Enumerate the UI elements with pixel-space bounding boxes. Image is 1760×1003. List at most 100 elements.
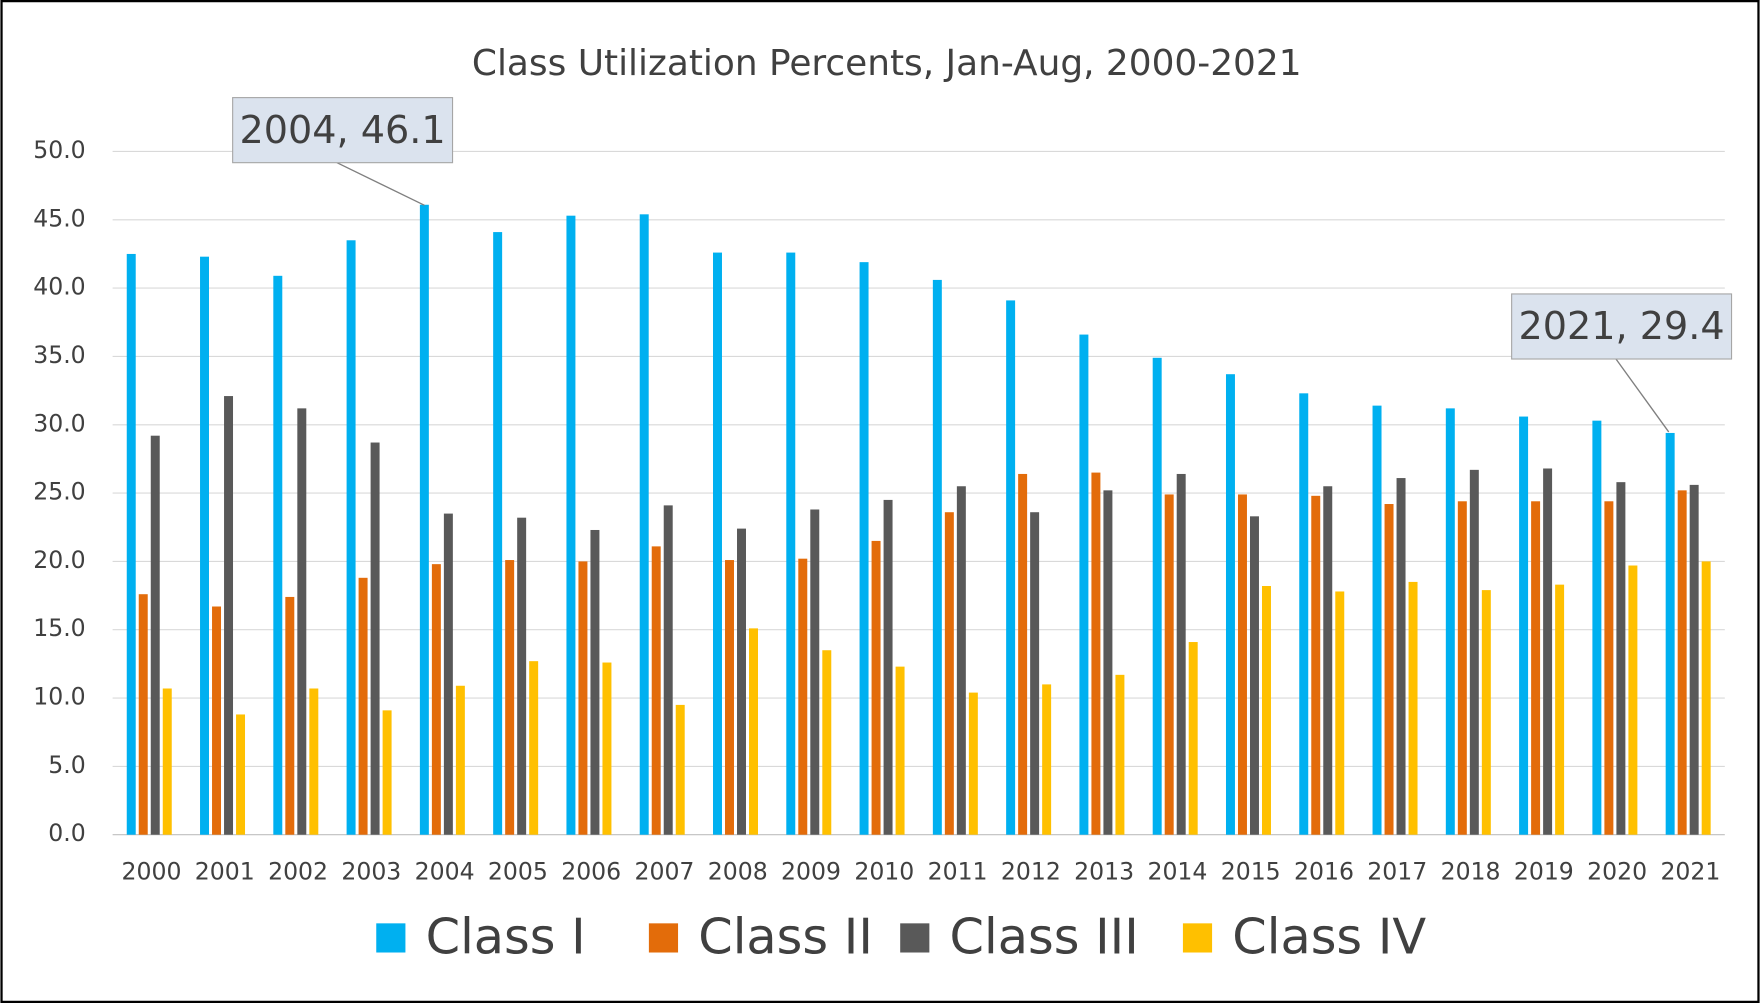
bar [1018, 473, 1028, 835]
bar [566, 215, 576, 835]
bar [1225, 374, 1235, 835]
bar [517, 517, 527, 835]
bar [358, 577, 368, 835]
bar [1249, 516, 1259, 835]
callout-label: 2004, 46.1 [240, 108, 446, 152]
bar [1519, 416, 1529, 835]
legend-label: Class III [950, 908, 1139, 966]
bar [236, 714, 246, 835]
bar [798, 558, 808, 835]
x-tick-label: 2013 [1074, 857, 1134, 885]
x-tick-label: 2012 [1001, 857, 1061, 885]
x-tick-label: 2007 [634, 857, 694, 885]
y-tick-label: 40.0 [33, 273, 85, 301]
bar [1689, 484, 1699, 835]
bar [737, 528, 746, 835]
bar [212, 606, 222, 835]
bar [578, 561, 588, 835]
legend-label: Class II [698, 908, 873, 966]
x-tick-label: 2010 [854, 857, 914, 885]
bar [956, 486, 966, 835]
bar [859, 262, 869, 835]
bar [273, 275, 283, 835]
legend-swatch [900, 923, 930, 953]
bar [285, 596, 295, 835]
bar [1164, 494, 1174, 835]
bar [1592, 420, 1602, 835]
bar [639, 214, 649, 835]
bar [590, 529, 600, 835]
bar [150, 435, 160, 835]
bar [297, 408, 307, 835]
bar [1152, 357, 1162, 835]
bar [1299, 393, 1309, 835]
callout-box [232, 97, 454, 164]
bar [1030, 512, 1040, 835]
bar [1469, 469, 1479, 835]
bar [1701, 561, 1711, 835]
y-tick-label: 30.0 [33, 409, 85, 437]
bar [944, 512, 954, 835]
bar [602, 662, 612, 835]
bar [382, 710, 392, 835]
bar [1188, 642, 1198, 835]
bar [1543, 468, 1553, 835]
x-tick-label: 2016 [1294, 857, 1354, 885]
bar [1384, 504, 1394, 835]
bar [505, 560, 515, 835]
bar [126, 253, 136, 835]
callout-leader [336, 162, 425, 206]
bar [138, 594, 148, 835]
x-tick-label: 2020 [1587, 857, 1647, 885]
bar [895, 666, 905, 835]
legend-label: Class I [426, 908, 586, 966]
legend-label: Class IV [1232, 908, 1426, 966]
x-tick-label: 2006 [561, 857, 621, 885]
bar [1115, 674, 1125, 835]
chart-title: Class Utilization Percents, Jan-Aug, 200… [472, 43, 1302, 84]
legend-swatch [376, 923, 406, 953]
bar [1042, 684, 1052, 835]
y-tick-label: 5.0 [48, 751, 85, 779]
x-tick-label: 2001 [195, 857, 255, 885]
bar [725, 560, 734, 835]
y-tick-label: 10.0 [33, 683, 85, 711]
bar [1261, 586, 1271, 835]
x-tick-label: 2018 [1441, 857, 1501, 885]
bar [346, 240, 356, 835]
bar [1396, 478, 1406, 835]
bar [1006, 300, 1016, 835]
bar [1091, 472, 1101, 835]
x-tick-label: 2014 [1147, 857, 1207, 885]
bar [493, 232, 503, 835]
bar [1628, 565, 1638, 835]
y-tick-label: 20.0 [33, 546, 85, 574]
bar [1372, 405, 1382, 835]
x-tick-label: 2000 [122, 857, 182, 885]
y-tick-label: 15.0 [33, 614, 85, 642]
bar [663, 505, 673, 835]
bar [1311, 495, 1321, 835]
bar [1445, 408, 1455, 835]
x-tick-label: 2017 [1367, 857, 1427, 885]
bar [1481, 590, 1491, 835]
bar [1176, 473, 1186, 835]
legend-swatch [1182, 923, 1213, 953]
bar [1616, 482, 1626, 835]
bar [1103, 490, 1113, 835]
bar [1335, 591, 1345, 835]
x-tick-label: 2011 [928, 857, 988, 885]
bar [455, 685, 465, 835]
bar [1408, 581, 1418, 835]
y-tick-label: 35.0 [33, 341, 85, 369]
bar [431, 564, 441, 835]
callout-leader [1615, 358, 1670, 433]
x-tick-label: 2021 [1660, 857, 1720, 885]
callout-box [1511, 293, 1733, 360]
bar [1665, 432, 1675, 835]
bar [871, 540, 881, 835]
bar [370, 442, 380, 835]
bar [786, 252, 796, 835]
bar [1604, 501, 1614, 835]
